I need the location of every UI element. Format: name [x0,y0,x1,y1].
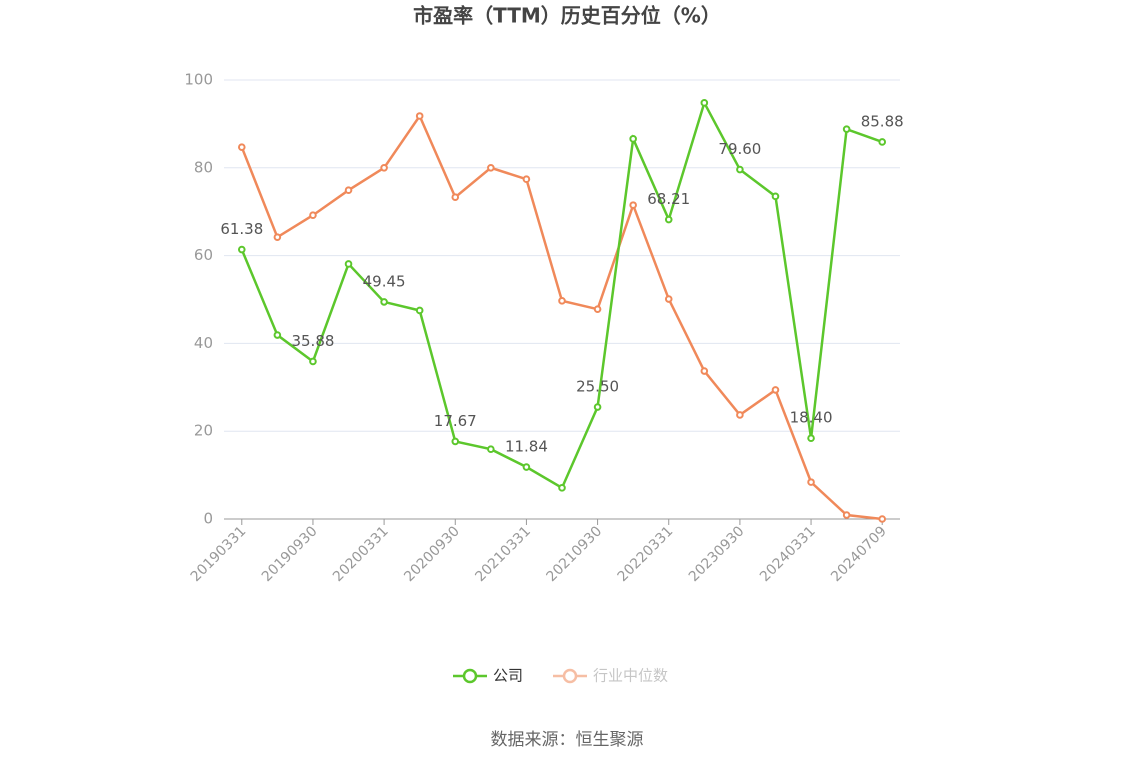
data-label: 17.67 [434,412,477,430]
data-point [700,99,709,107]
data-label: 85.88 [861,112,904,130]
y-tick-label: 80 [194,158,213,176]
data-label: 49.45 [363,272,406,290]
data-point [522,463,531,471]
data-point [558,297,566,305]
legend-item[interactable]: 公司 [453,667,523,685]
legend-item[interactable]: 行业中位数 [553,667,668,685]
data-point [487,445,495,453]
data-point [593,305,602,313]
data-label: 11.84 [505,438,548,456]
data-point [237,245,246,254]
y-tick-label: 20 [194,422,213,440]
data-point [522,175,531,184]
data-label: 68.21 [647,190,690,208]
x-tick-label: 20200930 [401,523,463,585]
legend-label: 公司 [493,667,523,685]
data-point [309,211,317,220]
legend-label: 行业中位数 [593,667,668,685]
data-point [309,357,317,366]
y-tick-label: 100 [184,71,213,89]
data-point [273,331,282,339]
y-tick-label: 0 [203,510,213,528]
series-line [240,99,883,490]
legend-marker [562,668,578,684]
data-point [842,511,851,519]
data-label: 25.50 [576,378,619,396]
y-tick-label: 60 [194,246,213,264]
data-point [807,478,815,486]
data-point [664,215,673,224]
data-point [487,164,495,172]
data-point [558,484,566,492]
data-point [700,367,709,375]
x-tick-label: 20240331 [757,523,819,585]
source: 数据来源：恒生聚源 [491,730,644,750]
x-tick-label: 20190930 [259,523,321,585]
data-point [629,201,637,209]
data-point [807,434,815,443]
data-point [451,193,460,202]
x-tick-label: 20210930 [544,523,606,585]
x-tick-label: 20240709 [828,523,890,585]
data-point [237,143,246,151]
x-tick-label: 20220331 [615,523,677,585]
data-label: 18.40 [790,409,833,427]
data-point [593,403,602,411]
data-point [380,164,388,172]
data-label: 61.38 [220,220,263,238]
data-point [415,112,424,120]
data-point [273,233,282,241]
x-tick-label: 20230930 [686,523,748,585]
chart-title: 市盈率（TTM）历史百分位（%） [413,4,721,28]
data-point [415,306,424,315]
data-point [878,515,887,523]
x-tick-label: 20190331 [188,523,250,585]
data-point [344,260,353,268]
legend-marker [462,668,478,684]
data-label: 35.88 [291,332,334,350]
data-point [771,192,780,201]
data-point [380,298,388,306]
x-tick-label: 20200331 [330,523,392,585]
data-point [736,165,744,174]
data-point [629,135,637,143]
data-point [451,437,460,446]
data-point [344,186,353,194]
data-point [878,138,887,146]
data-point [664,295,673,303]
y-tick-label: 40 [194,334,213,352]
data-point [771,386,780,394]
x-tick-label: 20210331 [472,523,534,585]
data-point [842,125,851,133]
data-label: 79.60 [718,140,761,158]
series-line [240,113,883,521]
data-point [736,411,744,419]
